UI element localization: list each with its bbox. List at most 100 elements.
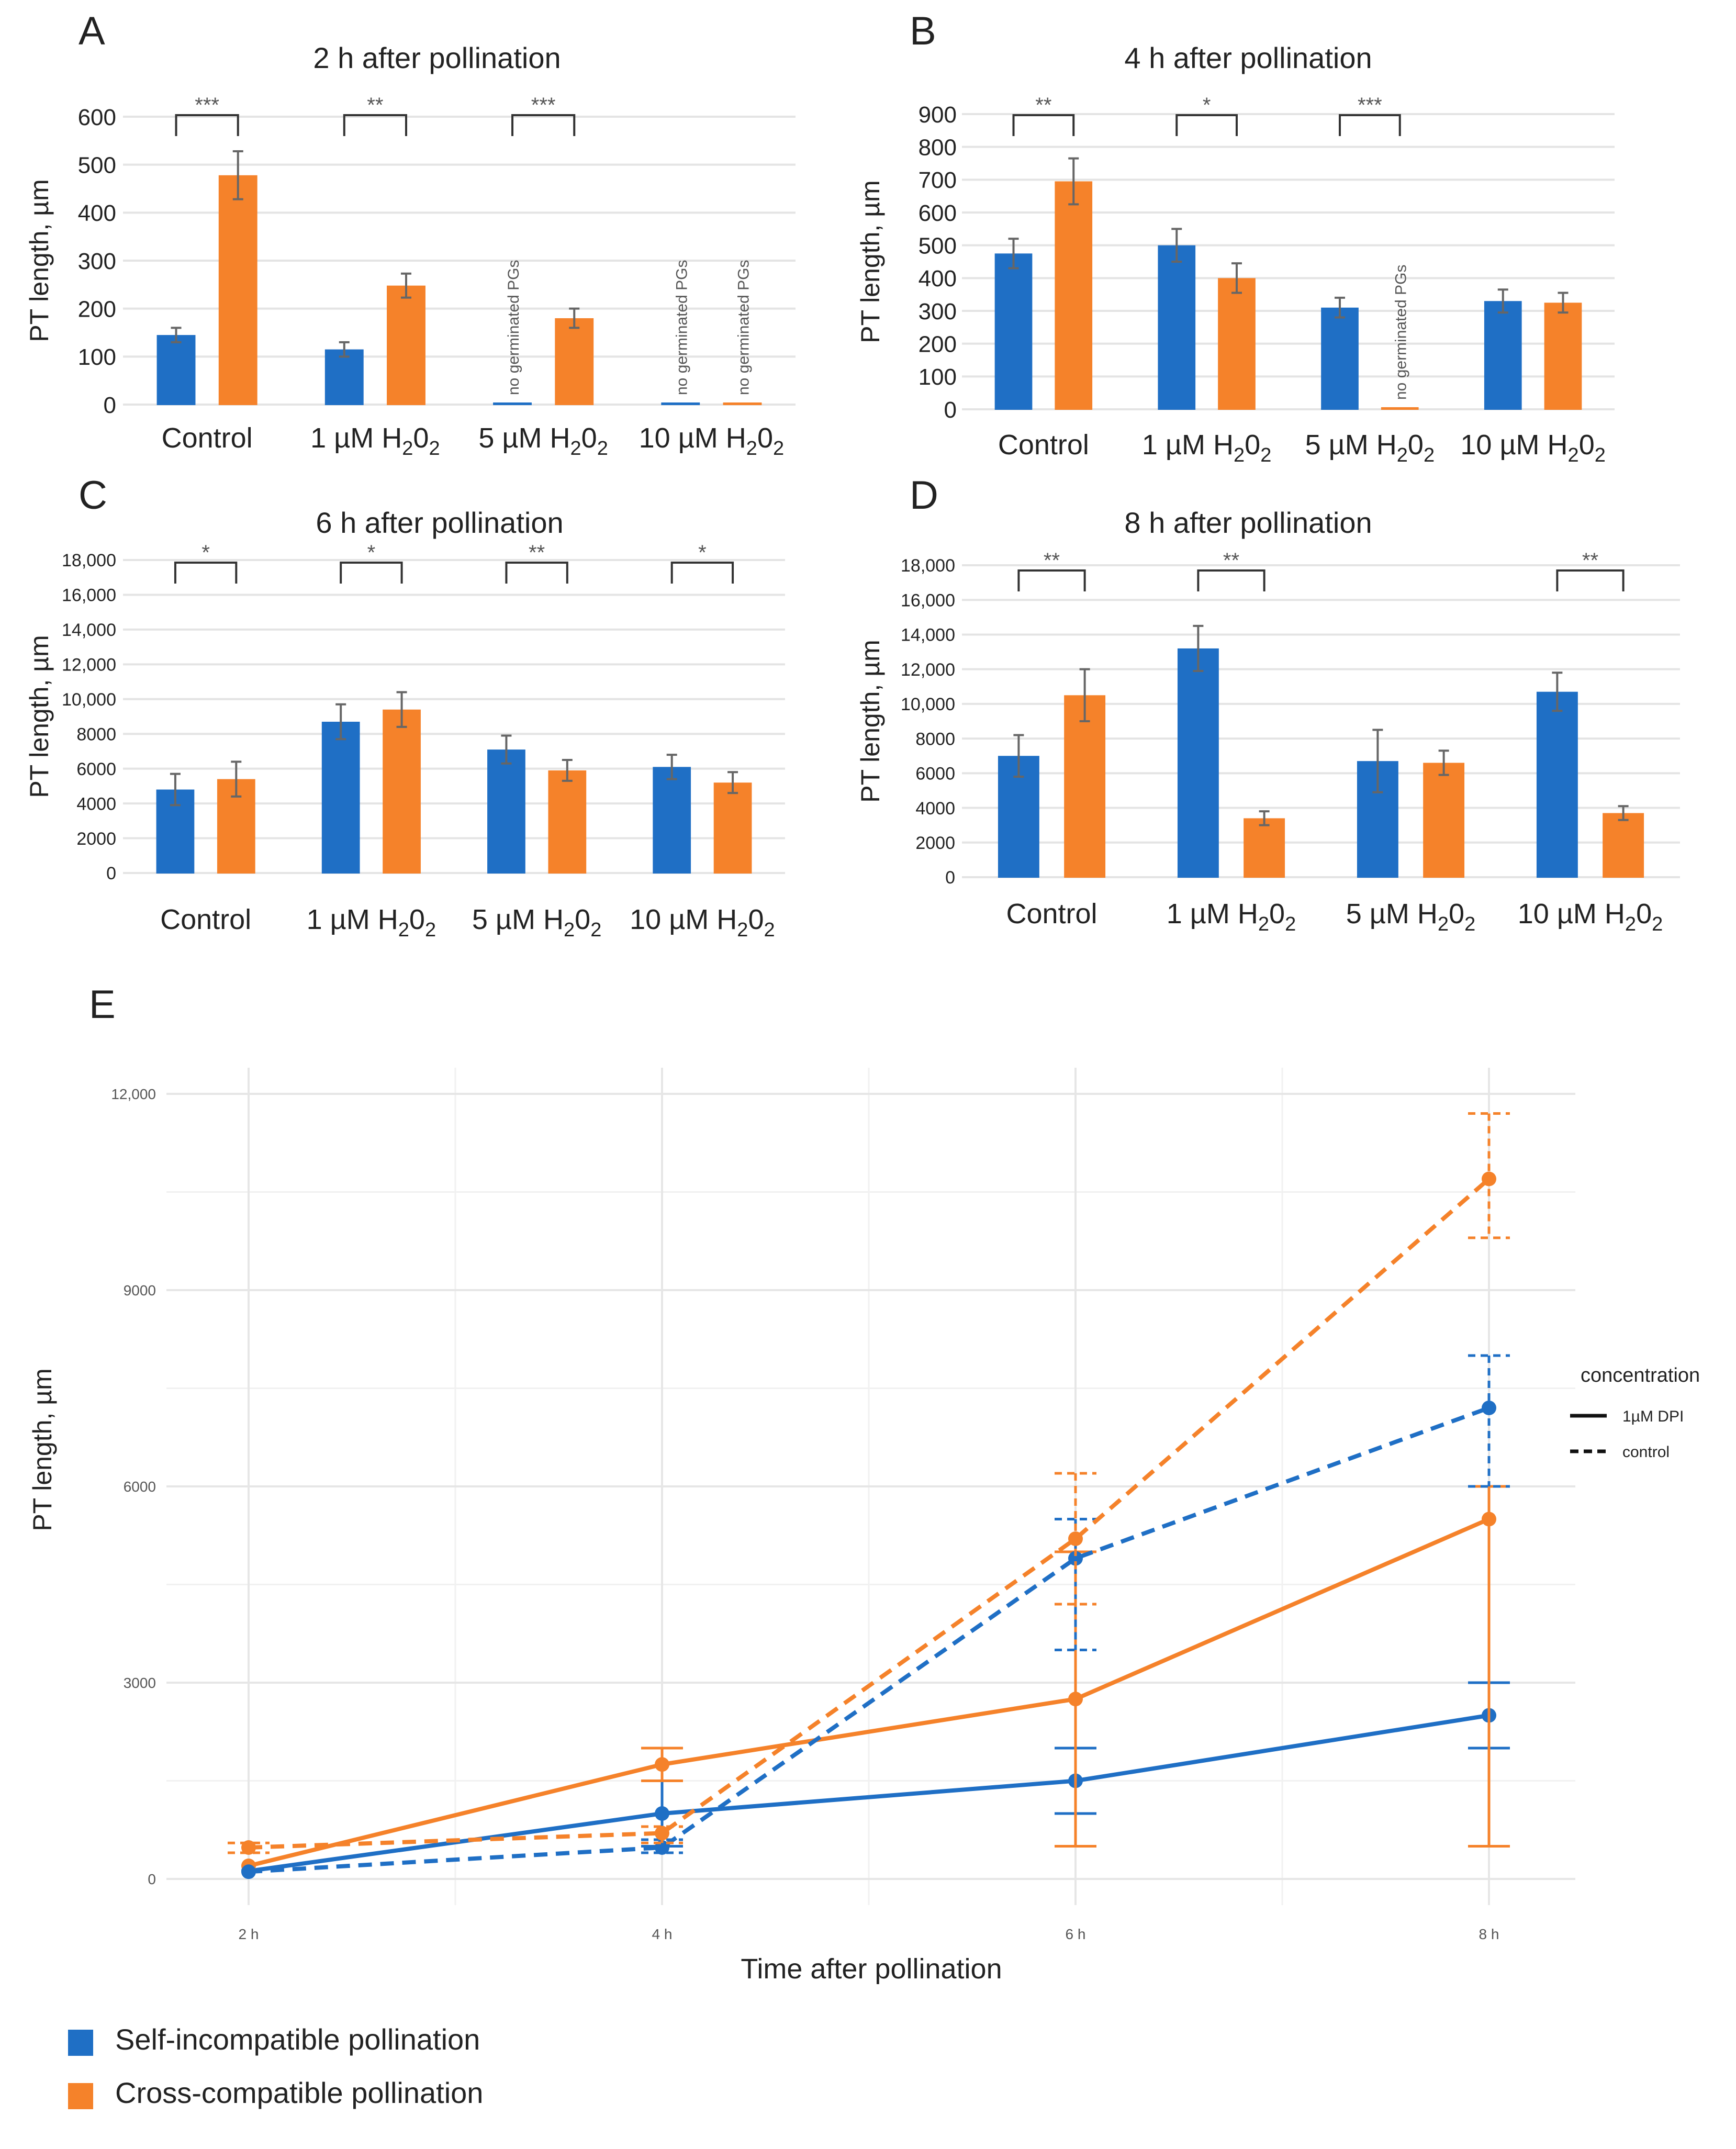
no-germination-note: no germinated PGs: [1393, 265, 1410, 400]
y-tick-label: 0: [945, 868, 955, 888]
bar-self: [1484, 301, 1522, 410]
y-tick-label: 4000: [915, 799, 955, 819]
line-legend-label: 1µM DPI: [1622, 1408, 1684, 1425]
y-tick-label: 400: [919, 266, 957, 292]
subscript: 2: [1260, 444, 1271, 466]
significance-stars: **: [1223, 549, 1239, 572]
data-point: [1068, 1531, 1083, 1546]
panel-title: 8 h after pollination: [1124, 506, 1372, 539]
subscript: 2: [1424, 444, 1435, 466]
bar-cross: [555, 318, 594, 405]
subscript: 2: [737, 919, 748, 941]
y-tick-label: 16,000: [62, 586, 116, 606]
x-tick-label: 6 h: [1066, 1926, 1086, 1942]
significance-bracket: [343, 114, 407, 136]
y-tick-label: 0: [104, 393, 116, 418]
line-self-control: [248, 1406, 1490, 1874]
legend-swatch-self: [68, 2030, 93, 2056]
no-germination-note: no germinated PGs: [673, 260, 690, 395]
y-axis-label: PT length, µm: [28, 1368, 57, 1531]
bar-cross: [1603, 813, 1644, 878]
legend-cross-compatible: Cross-compatible pollination: [68, 2074, 905, 2116]
y-tick-label: 8000: [915, 729, 955, 749]
bar-cross: [383, 709, 421, 874]
label-part: 0: [413, 422, 429, 454]
bar-self: [1177, 648, 1219, 878]
subscript: 2: [1568, 444, 1579, 466]
y-tick-label: 14,000: [62, 620, 116, 640]
category-label: 5 µM H202: [472, 904, 601, 941]
label-part: 0: [581, 422, 597, 454]
significance-stars: ***: [195, 94, 219, 117]
label-part: 0: [1636, 898, 1652, 930]
significance-bracket: [1012, 114, 1075, 136]
y-tick-label: 14,000: [901, 625, 955, 645]
y-tick-label: 300: [919, 299, 957, 324]
y-tick-label: 600: [919, 200, 957, 226]
significance-bracket: [1556, 569, 1625, 591]
y-tick-label: 12,000: [901, 660, 955, 680]
category-label: 5 µM H202: [478, 422, 608, 460]
y-tick-label: 700: [919, 167, 957, 193]
label-part: 1 µM H: [1142, 429, 1234, 461]
y-axis-label: PT length, µm: [856, 180, 885, 343]
y-tick-label: 10,000: [901, 695, 955, 714]
label-part: 5 µM H: [1346, 898, 1438, 930]
label-part: 0: [748, 904, 764, 935]
panel-letter: E: [89, 982, 116, 1027]
y-tick-label: 3000: [124, 1675, 156, 1691]
x-tick-label: 4 h: [652, 1926, 673, 1942]
line-cross-control: [248, 1177, 1491, 1850]
subscript: 2: [764, 919, 775, 941]
subscript: 2: [1595, 444, 1606, 466]
significance-bracket: [1175, 114, 1238, 136]
category-label: Control: [162, 422, 253, 454]
label-part: 0: [409, 904, 425, 935]
label-part: 5 µM H: [1305, 429, 1397, 461]
subscript: 2: [402, 438, 413, 460]
category-label: Control: [160, 904, 251, 935]
label-part: 5 µM H: [472, 904, 564, 935]
y-tick-label: 4000: [76, 794, 116, 814]
bar-self: [1158, 245, 1196, 410]
bar-cross: [1218, 278, 1256, 410]
subscript: 2: [1285, 913, 1296, 935]
y-tick-label: 600: [78, 105, 116, 130]
significance-bracket: [174, 562, 238, 584]
category-label: 1 µM H202: [310, 422, 440, 460]
category-label: 10 µM H202: [639, 422, 785, 460]
significance-bracket: [511, 114, 576, 136]
label-part: 0: [1245, 429, 1260, 461]
category-label: 5 µM H202: [1305, 429, 1435, 466]
y-tick-label: 6000: [915, 764, 955, 784]
subscript: 2: [398, 919, 409, 941]
y-tick-label: 9000: [124, 1282, 156, 1299]
data-point: [1482, 1171, 1496, 1187]
legend-label-cross: Cross-compatible pollination: [115, 2076, 484, 2109]
line-legend-title: concentration: [1581, 1364, 1700, 1386]
subscript: 2: [1652, 913, 1663, 935]
label-part: 10 µM H: [639, 422, 746, 454]
y-tick-label: 2000: [915, 833, 955, 853]
y-tick-label: 500: [919, 233, 957, 259]
bar-cross: [1423, 763, 1465, 878]
x-axis-label: Time after pollination: [741, 1953, 1002, 1985]
panel-title: 6 h after pollination: [316, 506, 563, 539]
y-tick-label: 0: [944, 397, 957, 423]
panel-letter: A: [79, 9, 105, 53]
subscript: 2: [1234, 444, 1245, 466]
category-label: Control: [998, 429, 1089, 461]
category-label: Control: [1006, 898, 1097, 930]
y-tick-label: 12,000: [62, 655, 116, 675]
significance-bracket: [175, 114, 239, 136]
x-tick-label: 2 h: [239, 1926, 259, 1942]
significance-stars: *: [1203, 94, 1211, 117]
subscript: 2: [1464, 913, 1475, 935]
significance-bracket: [1017, 569, 1086, 591]
subscript: 2: [1258, 913, 1269, 935]
data-point: [1068, 1551, 1083, 1566]
significance-stars: **: [1044, 549, 1060, 572]
no-germination-note: no germinated PGs: [505, 260, 522, 395]
